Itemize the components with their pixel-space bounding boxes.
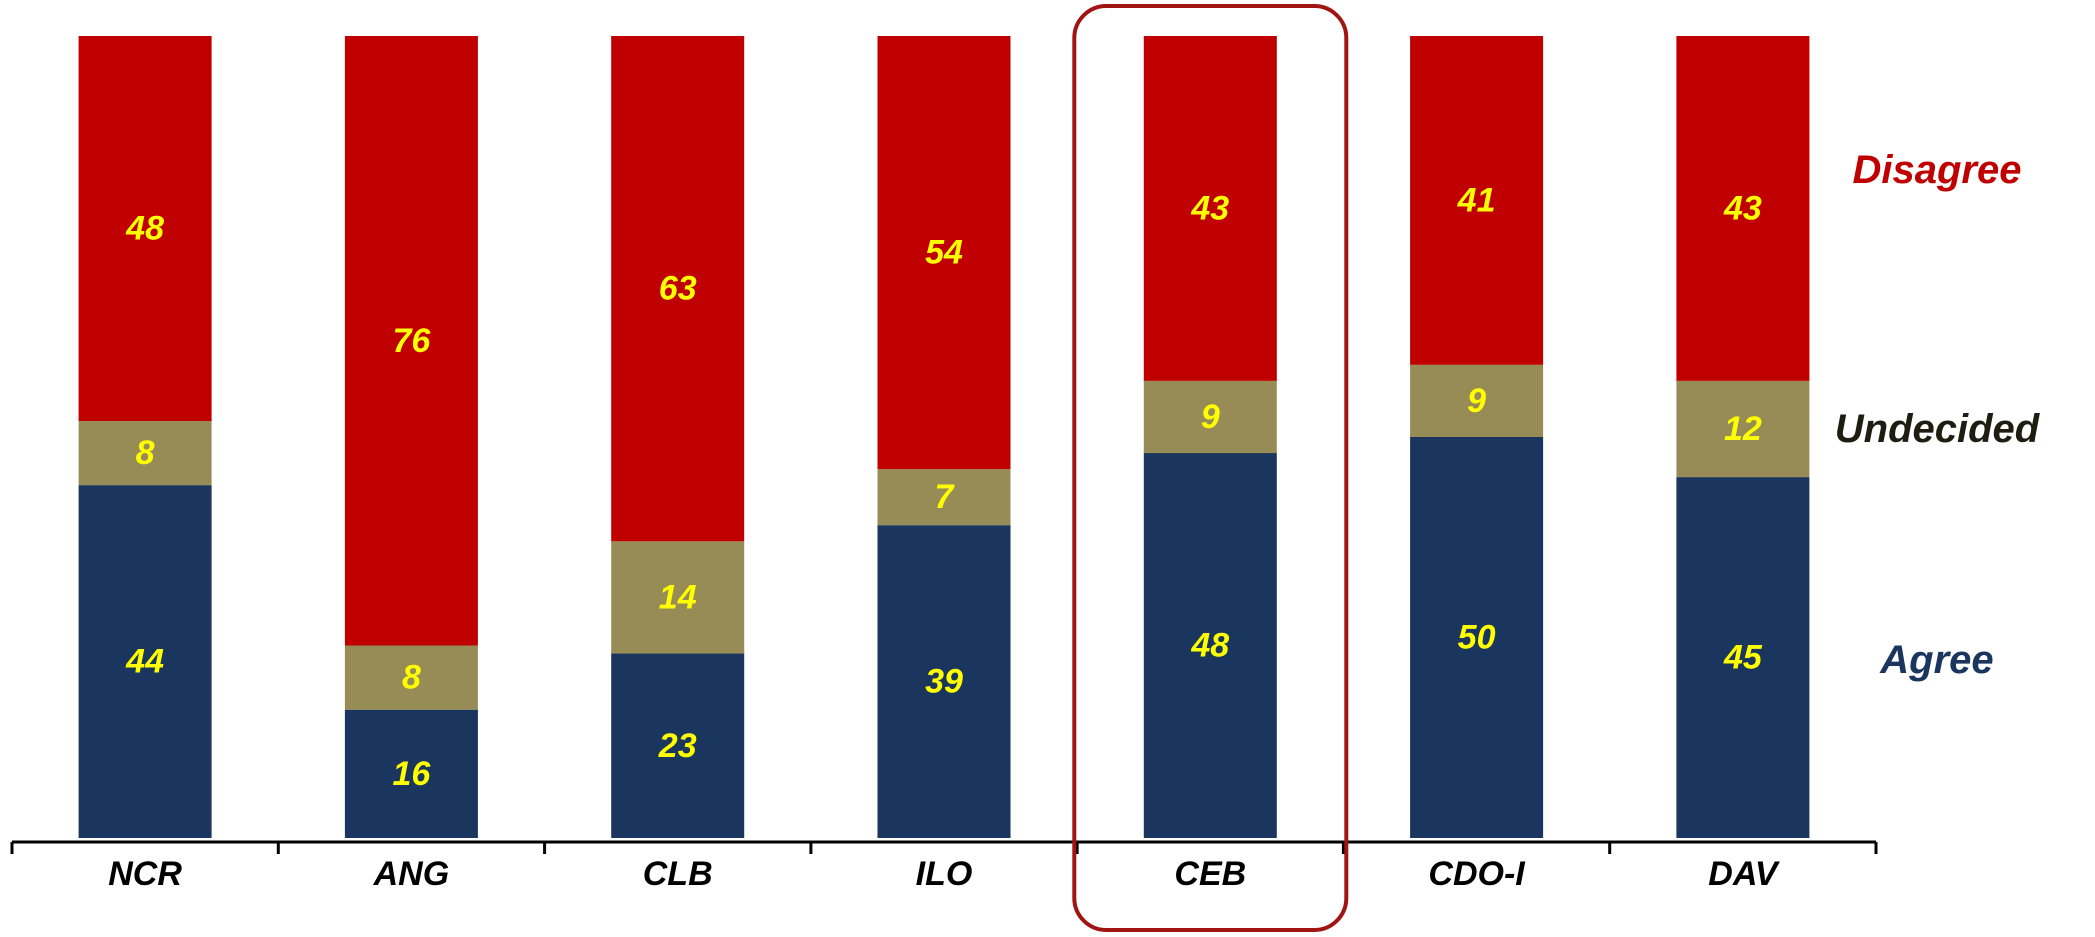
value-label-ncr-disagree: 48 — [125, 210, 164, 248]
bar-ceb-undecided — [1143, 380, 1277, 454]
value-label-ilo-agree: 39 — [925, 663, 963, 701]
value-label-ceb-agree: 48 — [1190, 627, 1229, 665]
value-label-dav-agree: 45 — [1723, 639, 1763, 677]
highlight-layer — [1072, 4, 1349, 932]
bar-ncr-disagree — [78, 36, 212, 421]
bar-dav-undecided — [1676, 380, 1810, 478]
bar-ilo-undecided — [877, 469, 1011, 526]
value-label-cdo-i-undecided: 9 — [1467, 382, 1486, 420]
category-label-ncr: NCR — [108, 855, 182, 893]
bar-ncr-agree — [78, 485, 212, 838]
value-label-ang-undecided: 8 — [402, 659, 421, 697]
x-axis — [10, 840, 1878, 854]
category-label-cdo-i: CDO-I — [1428, 855, 1526, 893]
bar-cdo-i-disagree — [1410, 36, 1544, 365]
bar-clb-undecided — [611, 541, 745, 654]
value-labels-layer: 44 8 48 16 8 76 23 14 63 39 7 54 48 9 43 50 9 41 45 12 43 — [125, 181, 1763, 792]
value-label-ilo-undecided: 7 — [935, 478, 956, 516]
bar-clb-disagree — [611, 36, 745, 542]
bar-ceb-agree — [1143, 453, 1277, 838]
bar-dav-agree — [1676, 477, 1810, 838]
category-labels-layer: NCR ANG CLB ILO CEB CDO-I DAV — [108, 855, 1781, 893]
category-label-clb: CLB — [643, 855, 713, 893]
value-label-ncr-agree: 44 — [125, 643, 164, 681]
value-label-dav-disagree: 43 — [1723, 189, 1762, 227]
bar-dav-disagree — [1676, 36, 1810, 381]
category-label-ceb: CEB — [1174, 855, 1246, 893]
value-label-cdo-i-disagree: 41 — [1457, 181, 1496, 219]
category-label-dav: DAV — [1708, 855, 1781, 893]
value-label-clb-agree: 23 — [658, 727, 697, 765]
bar-cdo-i-undecided — [1410, 364, 1544, 437]
bar-ncr-undecided — [78, 421, 212, 486]
value-label-clb-undecided: 14 — [659, 578, 697, 616]
legend-item-undecided: Undecided — [1835, 407, 2041, 451]
highlight-box-ceb — [1072, 4, 1349, 932]
bar-ilo-agree — [877, 525, 1011, 838]
bar-cdo-i-agree — [1410, 437, 1544, 838]
legend: Agree Undecided Disagree — [1835, 148, 2041, 682]
value-label-cdo-i-agree: 50 — [1458, 619, 1496, 657]
value-label-ang-disagree: 76 — [392, 322, 431, 360]
bar-ang-undecided — [344, 645, 478, 710]
bar-ceb-disagree — [1143, 36, 1277, 381]
value-label-dav-undecided: 12 — [1724, 410, 1762, 448]
bar-ang-disagree — [344, 36, 478, 646]
bars-layer — [78, 36, 1810, 838]
bar-ilo-disagree — [877, 36, 1011, 470]
value-label-clb-disagree: 63 — [659, 270, 697, 308]
value-label-ncr-undecided: 8 — [136, 434, 155, 472]
legend-item-disagree: Disagree — [1853, 148, 2022, 192]
bar-ang-agree — [344, 709, 478, 838]
category-label-ang: ANG — [373, 855, 450, 893]
value-label-ceb-undecided: 9 — [1201, 398, 1220, 436]
category-label-ilo: ILO — [916, 855, 973, 893]
value-label-ceb-disagree: 43 — [1190, 189, 1229, 227]
value-label-ang-agree: 16 — [392, 755, 431, 793]
legend-item-agree: Agree — [1879, 638, 1993, 682]
bar-clb-agree — [611, 653, 745, 838]
value-label-ilo-disagree: 54 — [925, 234, 963, 272]
